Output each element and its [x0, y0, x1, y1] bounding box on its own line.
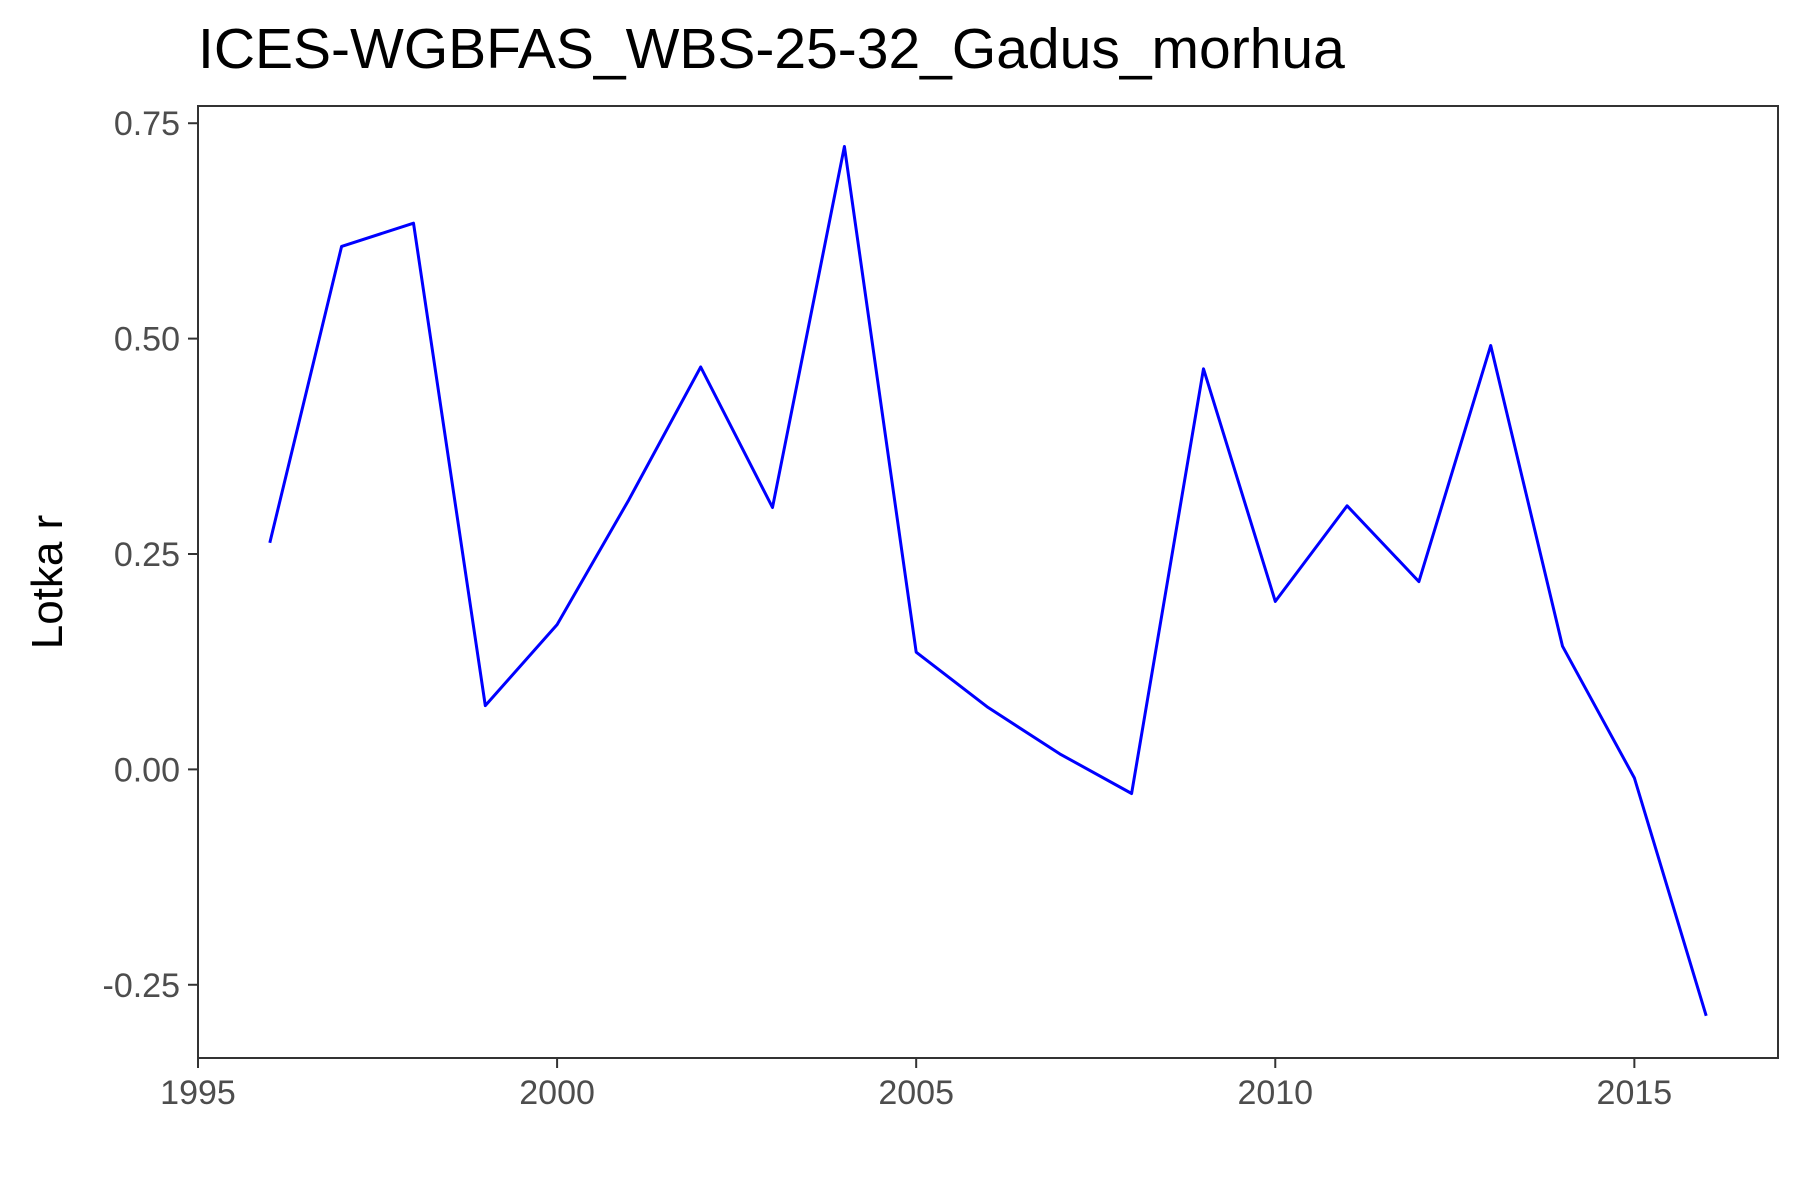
series-line	[268, 145, 1708, 1017]
y-tick-label: 0.75	[114, 105, 180, 143]
plot-area	[197, 105, 1779, 1059]
x-tick-label: 2010	[1237, 1074, 1313, 1112]
series-layer	[268, 145, 1708, 1017]
x-tick-label: 2015	[1597, 1074, 1673, 1112]
x-tick-label: 2000	[519, 1074, 595, 1112]
y-tick-label: 0.50	[114, 321, 180, 359]
x-tick-label: 2005	[878, 1074, 954, 1112]
x-axis: 1995 2000 2005 2010 2015	[160, 1058, 1672, 1112]
chart-title: ICES-WGBFAS_WBS-25-32_Gadus_morhua	[198, 17, 1345, 81]
y-tick-label: 0.25	[114, 536, 180, 574]
y-tick-label: -0.25	[103, 967, 181, 1005]
x-tick-label: 1995	[160, 1074, 236, 1112]
y-tick-label: 0.00	[114, 751, 180, 789]
plot-panel-border	[197, 105, 1779, 1059]
y-axis: -0.25 0.00 0.25 0.50 0.75	[103, 105, 198, 1005]
y-axis-label: Lotka r	[23, 515, 72, 650]
